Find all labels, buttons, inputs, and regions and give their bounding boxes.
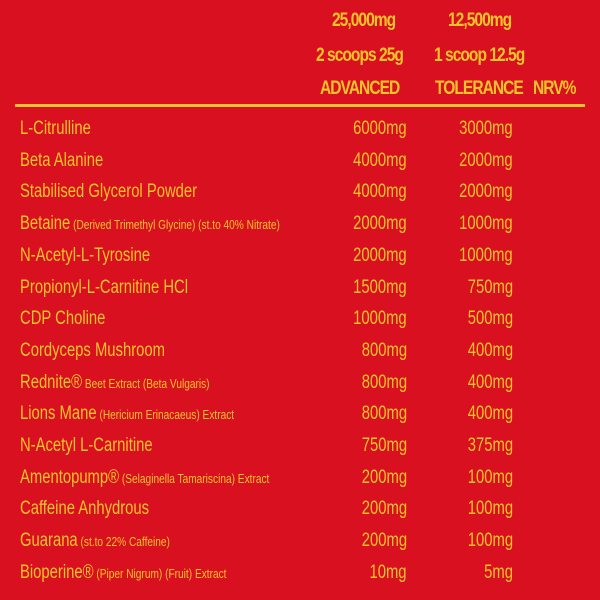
tolerance-amount: 375mg [467,435,513,456]
advanced-amount: 200mg [361,498,407,520]
ingredient-main: Lions Mane [20,403,97,425]
tolerance-total: 12,500mg [448,10,512,31]
ingredient-main: Rednite® [20,371,83,393]
ingredient-main: Beta Alanine [20,149,104,171]
table-row: Propionyl-L-Carnitine HCl 1500mg 750mg [0,277,600,307]
ingredient-main: Betaine [20,213,71,235]
tolerance-amount: 1000mg [459,213,513,235]
table-row: N-Acetyl L-Carnitine 750mg 375mg [0,435,600,465]
ingredient-detail: (Piper Nigrum) (Fruit) Extract [93,565,227,581]
advanced-amount: 4000mg [353,181,407,203]
advanced-amount: 6000mg [353,118,407,139]
ingredient-name: L-Citrulline [20,118,91,140]
table-row: Betaine (Derived Trimethyl Glycine) (st.… [0,213,600,243]
ingredient-name: Guarana (st.to 22% Caffeine) [20,530,170,552]
ingredient-main: CDP Choline [20,308,106,330]
ingredient-main: L-Citrulline [20,118,91,139]
tolerance-amount: 2000mg [459,181,513,203]
table-row: Cordyceps Mushroom 800mg 400mg [0,340,600,370]
tolerance-amount: 400mg [467,339,513,361]
table-row: L-Citrulline 6000mg 3000mg [0,118,600,148]
table-row: Bioperine® (Piper Nigrum) (Fruit) Extrac… [0,562,600,592]
advanced-amount: 1500mg [353,276,407,298]
ingredient-main: Guarana [20,530,78,552]
tolerance-amount: 100mg [467,498,513,520]
ingredient-name: N-Acetyl L-Carnitine [20,435,153,457]
tolerance-amount: 750mg [467,276,513,298]
advanced-amount: 800mg [361,339,407,361]
tolerance-amount: 3000mg [459,118,513,139]
tolerance-serving: 1 scoop 12.5g [434,45,525,66]
ingredient-name: Amentopump® (Selaginella Tamariscina) Ex… [20,467,269,489]
advanced-amount: 2000mg [353,244,407,266]
advanced-amount: 4000mg [353,149,407,171]
tolerance-amount: 1000mg [459,244,513,266]
tolerance-amount: 400mg [467,403,513,425]
ingredient-name: CDP Choline [20,308,105,330]
ingredient-main: Cordyceps Mushroom [20,339,165,361]
ingredient-detail: (st.to 22% Caffeine) [77,534,170,550]
table-row: Guarana (st.to 22% Caffeine) 200mg 100mg [0,530,600,560]
nrv-label: NRV% [533,78,577,99]
header-divider [15,104,585,107]
tolerance-amount: 500mg [467,308,513,330]
table-row: Lions Mane (Hericium Erinacaeus) Extract… [0,403,600,433]
ingredient-main: Caffeine Anhydrous [20,498,150,520]
advanced-label: ADVANCED [320,78,400,99]
ingredient-detail: (Hericium Erinacaeus) Extract [96,407,235,423]
ingredient-name: Cordyceps Mushroom [20,340,165,362]
tolerance-amount: 400mg [467,371,513,393]
tolerance-amount: 5mg [484,561,513,583]
ingredient-name: N-Acetyl-L-Tyrosine [20,245,150,267]
ingredient-name: Caffeine Anhydrous [20,498,149,520]
ingredient-main: Stabilised Glycerol Powder [20,181,198,203]
table-row: Rednite® Beet Extract (Beta Vulgaris) 80… [0,372,600,402]
tolerance-label: TOLERANCE [435,78,524,99]
ingredient-main: N-Acetyl-L-Tyrosine [20,244,151,266]
ingredient-detail: Beet Extract (Beta Vulgaris) [82,375,210,391]
table-row: Amentopump® (Selaginella Tamariscina) Ex… [0,467,600,497]
advanced-amount: 2000mg [353,213,407,235]
ingredient-main: Amentopump® [20,466,120,488]
ingredient-main: Propionyl-L-Carnitine HCl [20,276,189,298]
ingredient-name: Betaine (Derived Trimethyl Glycine) (st.… [20,213,280,235]
advanced-amount: 200mg [361,530,407,552]
advanced-amount: 800mg [361,403,407,425]
tolerance-amount: 100mg [467,530,513,552]
tolerance-amount: 2000mg [459,149,513,171]
ingredient-name: Stabilised Glycerol Powder [20,181,197,203]
advanced-total: 25,000mg [332,10,396,31]
ingredient-detail: (Derived Trimethyl Glycine) (st.to 40% N… [70,217,280,233]
advanced-amount: 200mg [361,466,407,488]
ingredient-name: Propionyl-L-Carnitine HCl [20,277,188,299]
table-row: Beta Alanine 4000mg 2000mg [0,150,600,180]
ingredient-name: Beta Alanine [20,150,103,172]
ingredient-name: Rednite® Beet Extract (Beta Vulgaris) [20,372,210,394]
table-row: CDP Choline 1000mg 500mg [0,308,600,338]
advanced-amount: 1000mg [353,308,407,330]
advanced-serving: 2 scoops 25g [316,45,404,66]
advanced-amount: 750mg [361,435,407,456]
tolerance-amount: 100mg [467,466,513,488]
advanced-amount: 10mg [369,561,407,583]
advanced-amount: 800mg [361,371,407,393]
ingredient-detail: (Selaginella Tamariscina) Extract [119,470,270,486]
ingredient-main: Bioperine® [20,561,94,583]
ingredient-name: Lions Mane (Hericium Erinacaeus) Extract [20,403,234,425]
ingredient-main: N-Acetyl L-Carnitine [20,435,153,456]
table-row: Caffeine Anhydrous 200mg 100mg [0,498,600,528]
ingredient-name: Bioperine® (Piper Nigrum) (Fruit) Extrac… [20,562,227,584]
table-row: Stabilised Glycerol Powder 4000mg 2000mg [0,181,600,211]
table-row: N-Acetyl-L-Tyrosine 2000mg 1000mg [0,245,600,275]
